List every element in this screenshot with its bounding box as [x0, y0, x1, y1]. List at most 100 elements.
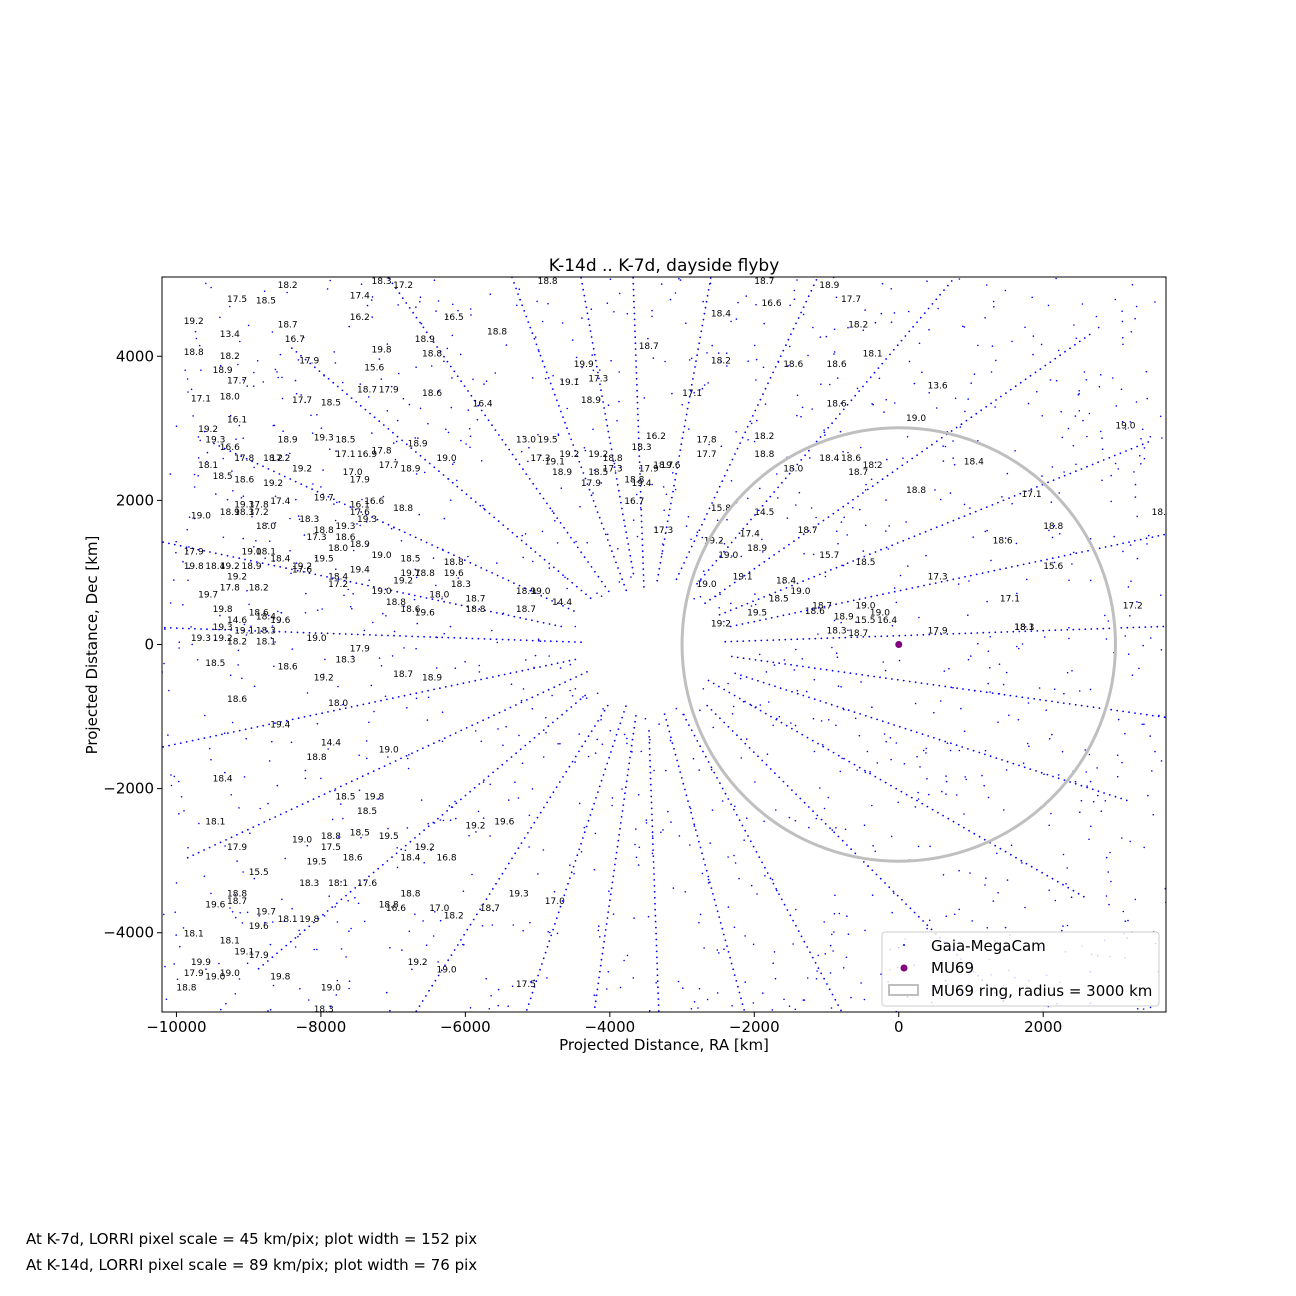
- gaia-star-point: [456, 479, 458, 482]
- gaia-star-point: [477, 637, 480, 640]
- gaia-star-point: [946, 579, 949, 582]
- gaia-star-point: [728, 691, 731, 694]
- gaia-star-point: [467, 555, 469, 558]
- gaia-star-point: [649, 771, 652, 774]
- gaia-star-point: [321, 712, 323, 715]
- gaia-star-point: [298, 518, 301, 521]
- gaia-star-point: [515, 287, 517, 290]
- gaia-star-point: [266, 522, 269, 525]
- gaia-star-point: [784, 638, 787, 641]
- gaia-star-point: [338, 708, 341, 711]
- gaia-star-point: [612, 913, 615, 915]
- gaia-star-point: [1092, 800, 1095, 803]
- gaia-star-point: [836, 377, 839, 379]
- gaia-star-point: [168, 542, 170, 545]
- gaia-star-point: [178, 780, 180, 783]
- gaia-star-point: [501, 763, 504, 766]
- gaia-star-point: [660, 831, 662, 834]
- gaia-star-point: [935, 298, 938, 301]
- gaia-star-point: [188, 516, 191, 518]
- gaia-star-point: [1056, 880, 1059, 883]
- gaia-star-point: [300, 354, 302, 357]
- gaia-star-point: [414, 913, 416, 916]
- gaia-star-point: [993, 230, 995, 232]
- magnitude-label: 19.2: [704, 537, 724, 547]
- gaia-star-point: [390, 589, 393, 592]
- gaia-star-point: [591, 808, 594, 811]
- gaia-star-point: [895, 601, 898, 604]
- gaia-star-point: [870, 716, 873, 719]
- gaia-star-point: [765, 671, 768, 673]
- gaia-star-point: [515, 1043, 517, 1045]
- gaia-star-point: [336, 385, 339, 388]
- legend-box: [881, 931, 1160, 1007]
- gaia-star-point: [702, 688, 705, 690]
- gaia-star-point: [561, 900, 564, 902]
- gaia-star-point: [493, 516, 495, 519]
- gaia-star-point: [350, 397, 353, 399]
- gaia-star-point: [829, 944, 832, 947]
- gaia-star-point: [640, 750, 642, 753]
- gaia-star-point: [969, 574, 972, 577]
- gaia-star-point: [648, 730, 650, 732]
- gaia-star-point: [710, 887, 713, 889]
- gaia-star-point: [234, 452, 237, 455]
- gaia-star-point: [690, 545, 693, 548]
- gaia-star-point: [870, 478, 873, 481]
- gaia-star-point: [896, 894, 899, 897]
- gaia-star-point: [1134, 898, 1137, 901]
- gaia-star-point: [488, 1008, 491, 1010]
- magnitude-label: 18.8: [422, 349, 442, 359]
- gaia-star-point: [1101, 448, 1104, 451]
- gaia-star-point: [1004, 537, 1007, 539]
- gaia-star-point: [616, 420, 618, 422]
- gaia-star-point: [864, 597, 867, 599]
- gaia-star-point: [530, 826, 532, 829]
- gaia-star-point: [474, 501, 477, 503]
- gaia-star-point: [759, 709, 762, 712]
- gaia-star-point: [843, 671, 846, 674]
- magnitude-label: 19.2: [465, 821, 485, 831]
- gaia-star-point: [416, 622, 419, 625]
- gaia-star-point: [632, 977, 635, 979]
- gaia-star-point: [1058, 492, 1060, 494]
- gaia-star-point: [527, 1003, 530, 1005]
- gaia-star-point: [795, 793, 797, 796]
- gaia-star-point: [499, 243, 501, 245]
- gaia-star-point: [1114, 795, 1117, 798]
- gaia-star-point: [599, 936, 601, 938]
- gaia-star-point: [1098, 386, 1101, 388]
- magnitude-label: 19.8: [299, 915, 319, 925]
- gaia-star-point: [929, 583, 931, 586]
- gaia-star-point: [761, 759, 764, 762]
- gaia-star-point: [1078, 340, 1081, 343]
- gaia-star-point: [637, 437, 640, 440]
- gaia-star-point: [890, 321, 893, 324]
- gaia-star-point: [699, 913, 702, 916]
- gaia-star-point: [927, 735, 930, 737]
- gaia-star-point: [738, 578, 741, 580]
- gaia-star-point: [766, 660, 769, 663]
- gaia-star-point: [437, 961, 439, 963]
- gaia-star-point: [635, 856, 638, 859]
- gaia-star-point: [1103, 792, 1105, 794]
- gaia-star-point: [419, 595, 422, 598]
- gaia-star-point: [1090, 628, 1093, 630]
- gaia-star-point: [832, 512, 835, 515]
- gaia-star-point: [1043, 773, 1045, 776]
- magnitude-label: 19.1: [234, 627, 254, 637]
- gaia-star-point: [609, 544, 611, 547]
- gaia-star-point: [437, 974, 440, 977]
- gaia-star-point: [529, 740, 531, 743]
- gaia-star-point: [387, 428, 390, 430]
- gaia-star-point: [809, 951, 811, 954]
- gaia-star-point: [1068, 637, 1070, 640]
- gaia-star-point: [774, 591, 777, 594]
- gaia-star-point: [613, 555, 615, 558]
- gaia-star-point: [253, 371, 255, 374]
- gaia-star-point: [170, 784, 173, 787]
- gaia-star-point: [565, 888, 567, 891]
- gaia-star-point: [321, 608, 324, 610]
- gaia-star-point: [726, 365, 728, 367]
- gaia-star-point: [268, 540, 271, 542]
